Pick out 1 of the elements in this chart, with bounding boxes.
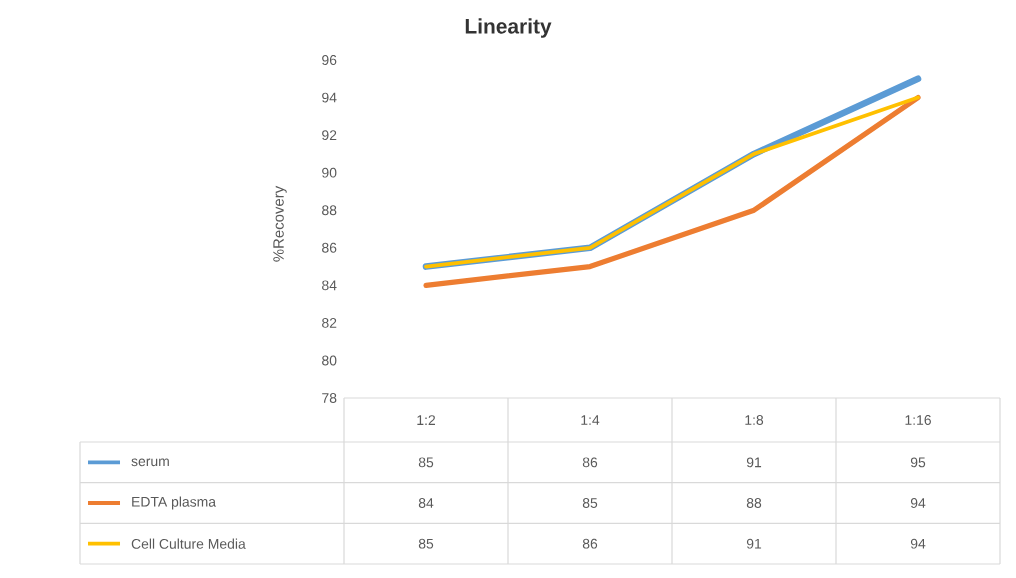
chart-title: Linearity bbox=[465, 18, 552, 38]
